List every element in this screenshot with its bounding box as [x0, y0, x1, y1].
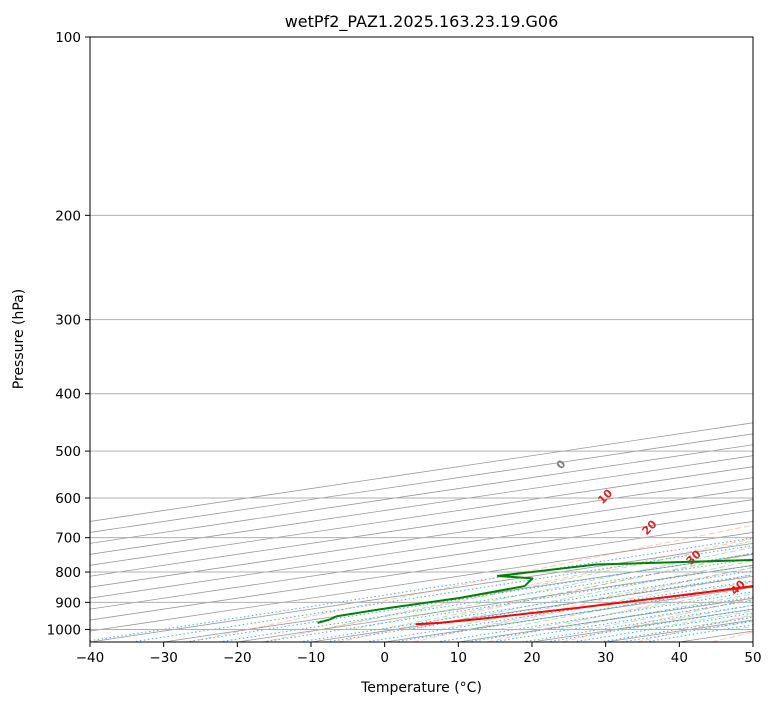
- y-tick-label: 900: [55, 595, 81, 611]
- dry-adiabat-line: [487, 581, 753, 642]
- y-tick-label: 400: [55, 387, 81, 403]
- grid-lines: [90, 37, 753, 630]
- y-axis-ticks: 100 200 300 400 500 600 700 800 900 1000: [47, 30, 90, 638]
- isotherm-line: [90, 444, 753, 544]
- x-axis-label: Temperature (°C): [360, 680, 482, 696]
- mixing-ratio-line: [546, 608, 753, 642]
- y-tick-label: 800: [55, 565, 81, 581]
- x-tick-label: −10: [297, 650, 326, 666]
- y-tick-label: 100: [55, 30, 81, 46]
- x-tick-label: 50: [744, 650, 761, 666]
- moist-adiabat-line: [321, 540, 753, 630]
- isotherm-line: [90, 488, 753, 588]
- y-tick-label: 200: [55, 208, 81, 224]
- isotherm-line: [90, 466, 753, 566]
- mixing-ratio-line: [599, 616, 753, 642]
- dewpoint-profile-line: [317, 559, 753, 624]
- mixing-ratio-line: [522, 604, 753, 642]
- mixing-ratio-line: [218, 558, 753, 642]
- x-tick-label: 20: [523, 650, 540, 666]
- x-tick-label: 30: [597, 650, 614, 666]
- isotherm-line: [90, 510, 753, 610]
- y-tick-label: 700: [55, 531, 81, 547]
- x-tick-label: −30: [149, 650, 178, 666]
- dry-adiabat-line: [263, 538, 753, 642]
- x-axis-ticks: −40 −30 −20 −10 0 10 20 30 40 50: [76, 642, 762, 666]
- isotherm-line: [90, 499, 753, 599]
- x-tick-label: −20: [223, 650, 252, 666]
- x-tick-label: 10: [450, 650, 467, 666]
- y-tick-label: 300: [55, 313, 81, 329]
- y-tick-label: 600: [55, 491, 81, 507]
- moist-adiabat-line: [380, 553, 753, 630]
- y-tick-label: 1000: [47, 622, 81, 638]
- plot-frame: [89, 36, 754, 643]
- dry-adiabat-line: [412, 566, 753, 642]
- moist-adiabat-line: [351, 546, 753, 630]
- mixing-ratio-line: [492, 600, 753, 642]
- x-tick-label: 40: [671, 650, 688, 666]
- x-tick-label: −40: [76, 650, 105, 666]
- isotherm-line: [90, 455, 753, 555]
- chart-title: wetPf2_PAZ1.2025.163.23.19.G06: [285, 12, 559, 32]
- mixing-ratio-line: [90, 537, 753, 642]
- background-lines: [90, 422, 753, 642]
- mixing-ratio-line: [572, 612, 753, 642]
- isotherm-line: [90, 521, 753, 621]
- isotherm-line: [90, 477, 753, 577]
- profile-series: [317, 559, 753, 626]
- mixing-ratio-line: [185, 553, 753, 642]
- y-axis-label: Pressure (hPa): [11, 289, 27, 389]
- isotherm-line: [90, 532, 753, 632]
- x-tick-label: 0: [380, 650, 389, 666]
- y-tick-label: 500: [55, 444, 81, 460]
